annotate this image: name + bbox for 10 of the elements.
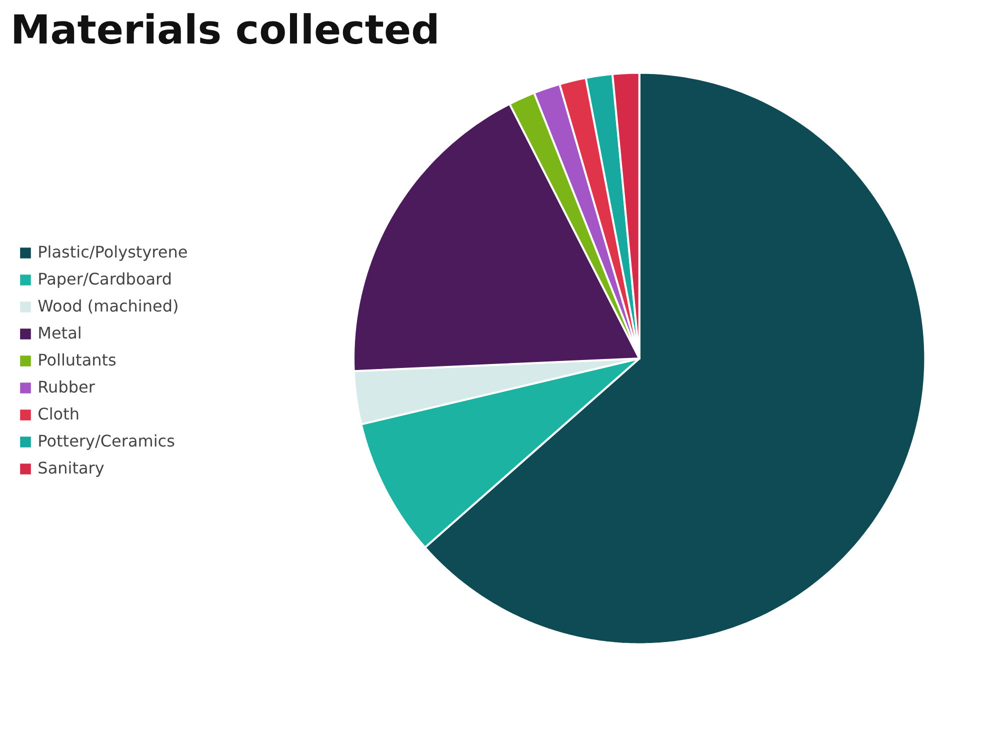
chart-title: Materials collected: [10, 8, 440, 54]
legend-label: Plastic/Polystyrene: [38, 242, 188, 262]
legend-label: Paper/Cardboard: [38, 270, 172, 289]
legend-label: Metal: [38, 324, 82, 343]
legend-label: Rubber: [38, 378, 95, 397]
legend-label: Sanitary: [38, 458, 104, 478]
legend-label: Pottery/Ceramics: [38, 432, 175, 451]
legend-label: Pollutants: [38, 350, 116, 370]
legend-label: Cloth: [38, 404, 80, 424]
legend-label: Wood (machined): [38, 296, 179, 316]
